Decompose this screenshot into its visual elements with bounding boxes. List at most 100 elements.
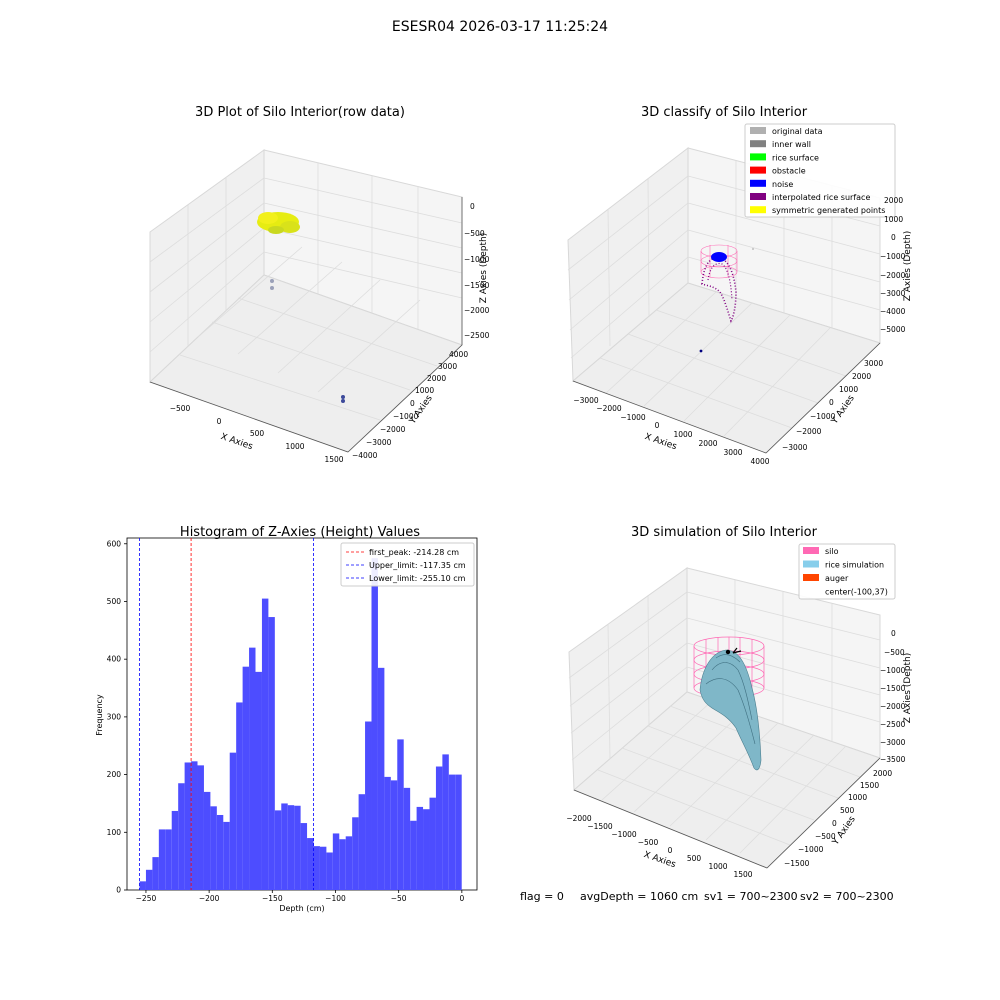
simulation-grid	[686, 591, 881, 641]
classify-x-tick: 4000	[750, 457, 769, 466]
simulation-grid	[621, 747, 815, 821]
raw-y-axis	[347, 344, 463, 453]
histogram-bar	[165, 829, 172, 890]
simulation-z-tick: −500	[884, 648, 905, 657]
simulation-x-tick: −1000	[611, 830, 637, 839]
classify-legend-swatch	[750, 166, 766, 174]
simulation-y-tick-labels: −1500 −1000 −500 0 500 1000 1500 2000	[784, 769, 892, 868]
histogram-y-ticks: 0 100 200 300 400 500 600	[107, 539, 127, 895]
simulation-z-tick-labels: 0 −500 −1000 −1500 −2000 −2500 −3000 −35…	[880, 629, 906, 764]
classify-grid	[569, 229, 689, 331]
histogram-bar	[358, 794, 366, 890]
simulation-x-tick: −500	[638, 838, 659, 847]
histogram-bar	[442, 754, 449, 890]
raw-y-tick: 3000	[438, 362, 457, 371]
classify-legend-label: inner wall	[772, 140, 811, 149]
histogram-bar	[229, 752, 237, 890]
simulation-grid	[669, 705, 861, 778]
raw-y-tick: −4000	[352, 451, 378, 460]
histogram-y-tick-label: 0	[116, 886, 121, 895]
histogram-legend-label: Lower_limit: -255.10 cm	[369, 574, 466, 583]
histogram-bar	[429, 797, 436, 890]
raw-y-tick: −3000	[366, 438, 392, 447]
classify-y-tick: −1000	[810, 412, 836, 421]
classify-x-tick: −2000	[596, 404, 622, 413]
histogram-y-tick-label: 600	[107, 539, 122, 548]
histogram-bar	[319, 846, 327, 890]
simulation-y-axis	[766, 757, 881, 869]
histogram-y-tick-label: 200	[107, 770, 122, 779]
classify-x-tick: 3000	[723, 448, 742, 457]
histogram-bar	[371, 558, 378, 890]
simulation-grid	[647, 725, 839, 799]
simulation-grid	[571, 666, 688, 761]
classify-x-tick: −3000	[573, 396, 599, 405]
simulation-grid	[686, 617, 881, 669]
histogram-bar	[242, 666, 250, 890]
simulation-x-tick: 1500	[733, 870, 752, 879]
histogram-x-tick-label: −200	[199, 894, 220, 903]
classify-legend-label: symmetric generated points	[772, 206, 885, 215]
simulation-grid	[601, 700, 713, 801]
raw-x-axis	[149, 381, 349, 453]
classify-grid	[607, 209, 611, 347]
raw-z-tick: −500	[464, 229, 485, 238]
histogram-bar	[249, 647, 256, 890]
raw-grid	[149, 251, 265, 353]
classify-y-tick: 2000	[852, 372, 871, 381]
classify-grid	[605, 291, 717, 394]
histogram-y-tick-label: 100	[107, 828, 122, 837]
classify-legend-label: interpolated rice surface	[772, 193, 870, 202]
simulation-grid	[597, 769, 791, 846]
classify-z-tick: −2000	[880, 271, 906, 280]
histogram-x-ticks: −250 −200 −150 −100 −50 0	[136, 890, 464, 903]
simulation-legend-swatch	[803, 547, 819, 554]
histogram-legend-label: first_peak: -214.28 cm	[369, 548, 459, 557]
panel-classify: 3D classify of Silo Interior	[567, 105, 913, 466]
histogram-legend: first_peak: -214.28 cm Upper_limit: -117.…	[340, 542, 475, 587]
histogram-y-label: Frequency	[95, 694, 104, 736]
simulation-legend-label: auger	[825, 574, 849, 583]
classify-legend-label: rice surface	[772, 153, 819, 162]
histogram-y-tick-label: 300	[107, 712, 122, 721]
simulation-x-tick: 500	[687, 854, 702, 863]
classify-x-axis	[572, 380, 767, 454]
raw-x-tick: −500	[170, 404, 191, 413]
histogram-bar	[435, 766, 443, 890]
classify-x-tick: 0	[655, 421, 660, 430]
simulation-y-tick: 1000	[848, 793, 867, 802]
simulation-x-tick: −2000	[566, 814, 592, 823]
classify-legend-label: noise	[772, 180, 793, 189]
status-sv1: sv1 = 700~2300	[704, 890, 798, 903]
histogram-x-tick-label: −250	[136, 894, 157, 903]
simulation-x-tick-labels: −2000 −1500 −1000 −500 0 500 1000 1500	[566, 814, 752, 879]
raw-grid	[237, 261, 343, 355]
panel-raw-title: 3D Plot of Silo Interior(row data)	[195, 105, 405, 120]
raw-x-tick-labels: −500 0 500 1000 1500	[170, 404, 344, 464]
raw-grid	[179, 354, 381, 421]
simulation-z-tick: −1500	[880, 684, 906, 693]
raw-rice-surface-points	[257, 212, 300, 234]
simulation-rice-surface	[699, 649, 762, 771]
classify-y-tick: −2000	[796, 427, 822, 436]
classify-legend: original data inner wall rice surface obsta…	[744, 123, 896, 218]
raw-y-tick: 2000	[427, 374, 446, 383]
raw-rice-blob	[280, 221, 300, 233]
histogram-bar	[294, 805, 301, 890]
histogram-bar	[313, 846, 320, 890]
panel-histogram: Histogram of Z-Axies (Height) Values −25…	[95, 525, 478, 913]
classify-grid	[570, 256, 689, 359]
histogram-bar	[397, 739, 404, 890]
classify-x-tick: −1000	[620, 413, 646, 422]
histogram-bar	[223, 821, 230, 890]
simulation-rice-dome	[699, 649, 762, 771]
simulation-center-point	[725, 649, 731, 655]
histogram-bar	[171, 810, 179, 890]
simulation-grid	[568, 591, 688, 679]
simulation-grid	[739, 745, 847, 854]
histogram-bar	[210, 806, 217, 890]
figure-suptitle: ESESR04 2026-03-17 11:25:24	[392, 19, 608, 35]
histogram-bar	[365, 721, 372, 890]
raw-point	[341, 399, 345, 403]
classify-grid	[655, 309, 847, 377]
